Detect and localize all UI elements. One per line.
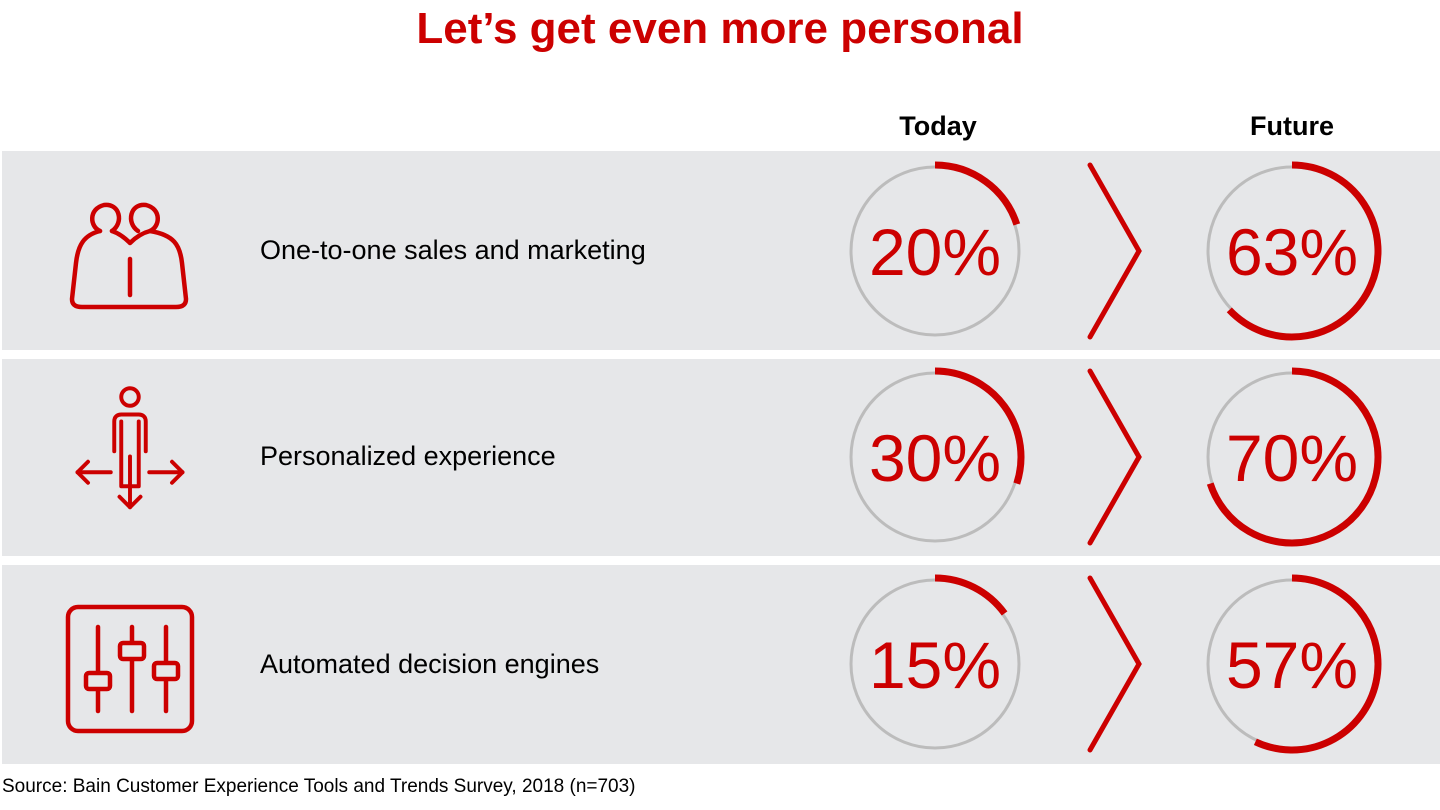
gauge-arc <box>1253 574 1382 754</box>
column-header-today: Today <box>899 111 977 141</box>
column-header-future: Future <box>1250 111 1334 141</box>
sliders-icon <box>65 604 195 734</box>
chevron-right-icon <box>1087 575 1142 753</box>
gauge-value: 30% <box>869 421 1001 495</box>
row-label: One-to-one sales and marketing <box>260 235 646 265</box>
gauge-value: 70% <box>1226 421 1358 495</box>
row-automated-decision-engines: Automated decision engines <box>2 565 1440 764</box>
gauge-arc <box>934 161 1021 226</box>
row-one-to-one-sales: One-to-one sales and marketing <box>2 151 1440 350</box>
gauge-future: 63% <box>1206 161 1382 341</box>
two-people-icon <box>69 202 189 310</box>
gauge-future: 57% <box>1206 574 1382 754</box>
gauge-today: 20% <box>849 161 1021 337</box>
page-title: Let’s get even more personal <box>416 4 1024 53</box>
gauge-today: 15% <box>849 574 1021 750</box>
person-directions-icon <box>75 386 185 510</box>
row-label: Automated decision engines <box>260 649 600 679</box>
source-note: Source: Bain Customer Experience Tools a… <box>2 776 636 797</box>
gauge-value: 57% <box>1226 628 1358 702</box>
row-personalized-experience: Personalized experience <box>2 359 1440 556</box>
gauge-arc <box>1226 161 1382 341</box>
chevron-right-icon <box>1087 162 1142 340</box>
gauge-today: 30% <box>849 367 1025 543</box>
gauge-arc <box>934 574 1008 616</box>
row-label: Personalized experience <box>260 441 556 471</box>
chevron-right-icon <box>1087 368 1142 546</box>
gauge-value: 15% <box>869 628 1001 702</box>
gauge-value: 20% <box>869 215 1001 289</box>
gauge-track <box>849 578 1021 750</box>
gauge-arc <box>1206 367 1382 547</box>
gauge-value: 63% <box>1226 215 1358 289</box>
gauge-arc <box>934 367 1025 485</box>
gauge-future: 70% <box>1206 367 1382 547</box>
